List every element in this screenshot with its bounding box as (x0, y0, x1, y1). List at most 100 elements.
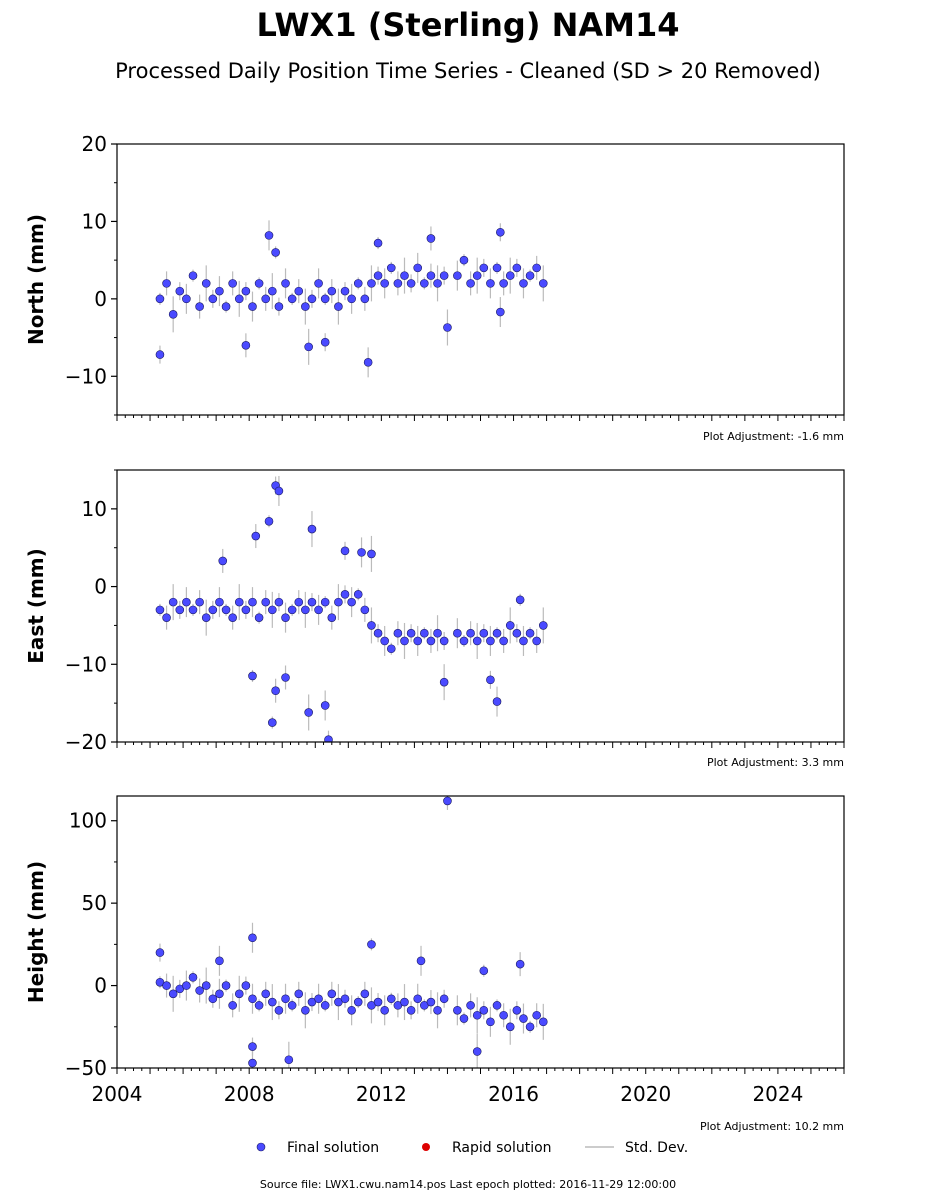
data-point (393, 628, 403, 638)
final-solution-points (155, 481, 548, 742)
data-point (347, 597, 356, 607)
data-point (367, 940, 376, 949)
data-point (248, 933, 257, 943)
y-tick-label: −10 (65, 364, 107, 388)
data-point (466, 628, 475, 638)
data-point (393, 279, 403, 288)
data-point (512, 263, 522, 273)
legend-std-label: Std. Dev. (625, 1140, 688, 1156)
data-point (294, 286, 304, 296)
data-point (254, 279, 264, 288)
data-point (304, 342, 313, 352)
legend-final-marker (256, 1142, 266, 1152)
data-point (264, 231, 274, 240)
y-tick-label: 0 (94, 974, 107, 998)
data-point (413, 263, 423, 273)
data-point (496, 307, 505, 317)
data-point (420, 628, 429, 638)
data-point (439, 636, 449, 646)
data-point (281, 613, 290, 622)
data-point (532, 1010, 541, 1020)
data-point (155, 294, 165, 304)
data-point (439, 271, 449, 280)
x-tick-label: 2016 (488, 1082, 539, 1106)
data-point (532, 263, 541, 273)
data-point (347, 1006, 356, 1015)
data-point (486, 279, 495, 288)
data-point (320, 294, 330, 304)
data-point (453, 628, 462, 638)
data-point (175, 286, 185, 296)
data-point (155, 948, 165, 957)
data-point (426, 234, 436, 243)
legend-rapid-label: Rapid solution (452, 1140, 552, 1156)
data-point (307, 597, 317, 607)
data-point (248, 1058, 257, 1068)
data-point (314, 605, 323, 615)
data-point (215, 597, 224, 607)
data-point (357, 548, 366, 557)
data-point (426, 636, 436, 646)
data-point (499, 636, 508, 646)
data-point (261, 989, 271, 999)
data-point (515, 959, 525, 969)
data-point (505, 271, 515, 280)
y-tick-label: 50 (82, 891, 107, 915)
data-point (496, 227, 505, 237)
data-point (241, 981, 251, 990)
data-point (519, 636, 528, 646)
data-point (175, 605, 185, 615)
data-point (324, 735, 333, 742)
data-point (406, 279, 416, 288)
data-point (294, 597, 304, 607)
data-point (327, 613, 337, 622)
data-point (168, 989, 178, 999)
final-solution-points (155, 796, 548, 1068)
data-point (281, 279, 290, 288)
data-point (195, 986, 204, 995)
data-point (188, 271, 198, 280)
data-point (248, 302, 257, 311)
data-point (168, 597, 178, 607)
data-point (284, 1055, 294, 1065)
data-point (320, 337, 330, 347)
data-point (515, 595, 525, 605)
data-point (294, 989, 304, 999)
data-point (492, 628, 502, 638)
x-tick-label: 2024 (752, 1082, 803, 1106)
data-point (320, 597, 330, 607)
data-point (373, 238, 383, 248)
data-point (492, 263, 502, 273)
data-point (334, 597, 343, 607)
data-point (208, 605, 218, 615)
data-point (340, 286, 350, 296)
data-point (248, 1042, 257, 1051)
data-point (347, 294, 356, 304)
data-point (360, 294, 370, 304)
data-point (406, 1006, 416, 1015)
chart-title: LWX1 (Sterling) NAM14 (256, 6, 679, 44)
data-point (532, 636, 541, 646)
data-point (268, 605, 277, 615)
data-point (254, 1001, 264, 1010)
data-point (248, 597, 257, 607)
data-point (314, 279, 323, 288)
data-point (274, 486, 284, 496)
data-point (340, 546, 350, 556)
data-point (360, 605, 370, 615)
data-point (386, 644, 396, 654)
data-point (304, 708, 313, 717)
data-point (261, 597, 271, 607)
data-point (162, 279, 171, 288)
data-point (287, 294, 297, 304)
data-point (525, 1022, 535, 1032)
data-point (466, 1001, 475, 1010)
data-point (155, 350, 165, 359)
data-point (314, 994, 323, 1004)
data-point (453, 1006, 462, 1015)
data-point (499, 1010, 508, 1020)
plot-frame (116, 795, 845, 1069)
data-point (479, 966, 489, 976)
data-point (499, 279, 508, 288)
data-point (505, 1022, 515, 1032)
